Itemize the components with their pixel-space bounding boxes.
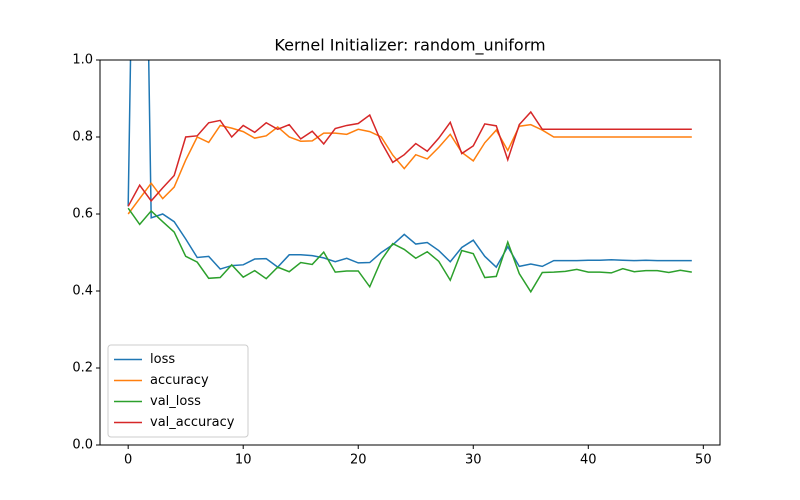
y-tick-label: 0.6: [72, 207, 93, 222]
plot-frame: [99, 59, 721, 446]
y-tick-label: 0.0: [72, 438, 93, 453]
legend-box: [107, 344, 249, 438]
legend-label: accuracy: [150, 373, 209, 388]
x-tick-label: 40: [580, 453, 597, 468]
legend-label: val_loss: [150, 394, 201, 409]
series-line: [127, 60, 692, 270]
legend-label: loss: [150, 352, 175, 367]
series-line: [127, 207, 692, 294]
x-tick-label: 0: [124, 453, 132, 468]
y-tick-label: 0.2: [72, 361, 93, 376]
series-line: [127, 110, 692, 207]
chart-title: Kernel Initializer: random_uniform: [274, 36, 545, 56]
x-tick-label: 20: [350, 453, 367, 468]
plot-lines: [127, 60, 692, 294]
y-tick-label: 1.0: [72, 53, 93, 68]
x-tick-label: 50: [695, 453, 712, 468]
legend-label: val_accuracy: [150, 415, 235, 430]
x-tick-label: 10: [235, 453, 252, 468]
x-tick-label: 30: [465, 453, 482, 468]
y-tick-label: 0.4: [72, 284, 93, 299]
series-line: [127, 123, 692, 215]
y-tick-label: 0.8: [72, 130, 93, 145]
